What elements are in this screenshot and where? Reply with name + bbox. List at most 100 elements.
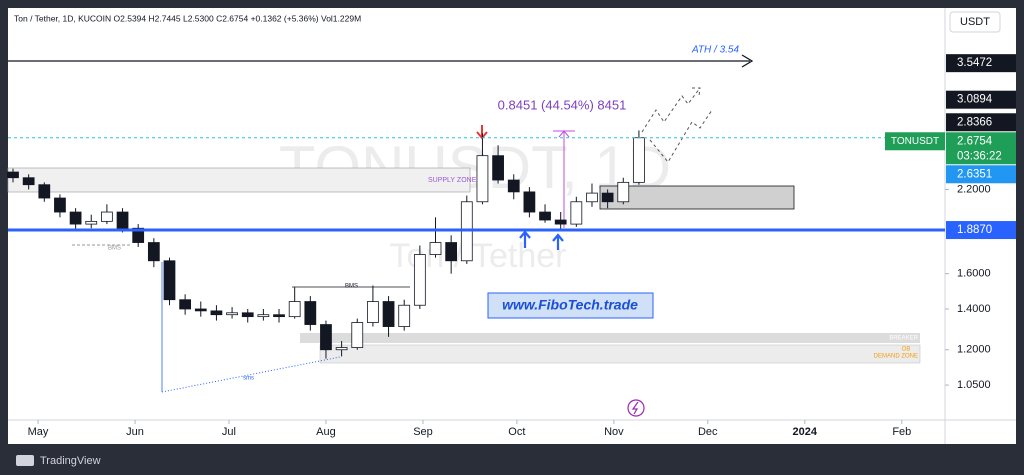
- candle-body: [445, 242, 458, 262]
- candle-body: [179, 299, 192, 310]
- candle-body: [194, 308, 207, 312]
- price-label: 2.8366: [957, 116, 992, 128]
- y-tick-label: 1.6000: [957, 268, 991, 280]
- price-label: 2.6351: [957, 168, 992, 180]
- supply-zone-box: [7, 167, 471, 193]
- y-tick-label: 2.2000: [957, 183, 991, 195]
- y-tick-label: 1.4000: [957, 303, 991, 315]
- chart-area: [8, 8, 1016, 444]
- candle-body: [147, 242, 160, 262]
- countdown: 03:36:22: [957, 150, 1002, 162]
- candle-body: [132, 227, 145, 243]
- measure-label: 0.8451 (44.54%) 8451: [498, 97, 627, 112]
- price-label-box: [946, 90, 1016, 109]
- price-label: 3.0894: [957, 94, 993, 106]
- candle-body: [210, 310, 223, 316]
- x-tick-label: Oct: [508, 426, 525, 438]
- candle-body: [413, 254, 426, 306]
- x-tick-label: Nov: [604, 426, 624, 438]
- y-tick-label: 1.0500: [957, 379, 991, 391]
- candle-body: [633, 137, 645, 183]
- demand-zone: [319, 344, 921, 364]
- price-label-box: [946, 132, 1016, 165]
- candle-body: [335, 347, 348, 351]
- price-label-box: [946, 54, 1016, 73]
- ath-arrow: [741, 54, 754, 68]
- price-label: 1.8870: [957, 224, 992, 236]
- candle-body: [320, 324, 332, 351]
- y-tick-label: 1.2000: [957, 344, 991, 356]
- footer-icon: [16, 455, 34, 466]
- candle-body: [22, 177, 35, 186]
- candle-body: [85, 220, 98, 225]
- candle-body: [38, 184, 51, 199]
- brand-box: [487, 292, 654, 319]
- price-label-box: [946, 221, 1016, 240]
- measure-arrow: [558, 130, 570, 138]
- candle-body: [163, 260, 176, 301]
- x-tick-label: Sep: [413, 426, 433, 438]
- candle-body: [351, 322, 364, 348]
- candle-body: [507, 179, 520, 193]
- candle-body: [554, 219, 567, 225]
- sms-line: [161, 356, 341, 393]
- up-arrow: [552, 233, 564, 250]
- symbol-label: TONUSDT: [891, 136, 939, 147]
- candle-body: [617, 181, 630, 203]
- event-icon[interactable]: [627, 399, 645, 417]
- candle-body: [367, 301, 379, 323]
- price-label-box: [946, 113, 1016, 132]
- event-icon-bolt: [631, 401, 639, 415]
- price-label: 3.5472: [957, 57, 992, 69]
- candle-body: [476, 155, 489, 203]
- candle-body: [288, 301, 301, 318]
- footer-logo: TradingView: [40, 455, 101, 467]
- sms-label: sms: [243, 376, 254, 382]
- ob-label: OB: [902, 347, 911, 353]
- currency-box[interactable]: [949, 11, 1001, 33]
- chart-title: Ton / Tether, 1D, KUCOIN O2.5394 H2.7445…: [14, 13, 361, 23]
- x-tick-label: Aug: [316, 426, 336, 438]
- projection-path: [649, 109, 713, 163]
- candle-body: [101, 211, 113, 222]
- currency-label: USDT: [960, 16, 990, 28]
- candle-body: [241, 312, 254, 318]
- price-label: 2.6754: [957, 135, 993, 147]
- candle-body: [257, 314, 270, 318]
- brand-label: www.FiboTech.trade: [502, 297, 638, 313]
- breaker-zone: [300, 333, 920, 343]
- x-tick-label: May: [28, 426, 49, 438]
- candle-body: [429, 242, 442, 255]
- x-tick-label: Jul: [222, 426, 236, 438]
- order-block-box: [599, 185, 795, 210]
- x-tick-label: Jun: [126, 426, 144, 438]
- candle-body: [54, 197, 66, 213]
- ath-label: ATH / 3.54: [691, 45, 739, 56]
- candle-body: [492, 155, 504, 181]
- bms-label: BMS: [345, 284, 358, 290]
- candle-body: [601, 192, 614, 203]
- x-tick-label: Feb: [892, 426, 911, 438]
- candle-body: [539, 211, 551, 221]
- candle-body: [226, 312, 238, 316]
- price-label-box: [946, 165, 1016, 184]
- supply-zone-label: SUPPLY ZONE: [428, 177, 477, 184]
- candle-body: [116, 211, 129, 229]
- candle-body: [586, 192, 598, 203]
- x-tick-label: Dec: [698, 426, 718, 438]
- x-tick-label: 2024: [793, 426, 818, 438]
- candle-body: [273, 314, 285, 318]
- bms-label: BMS: [108, 246, 121, 252]
- demand-zone-label: DEMAND ZONE: [874, 354, 918, 360]
- candle-body: [69, 211, 82, 225]
- candle-body: [7, 171, 19, 179]
- candle-body: [398, 304, 411, 327]
- breaker-label: BREAKER: [889, 336, 918, 342]
- candle-body: [304, 301, 317, 325]
- symbol-box: [885, 132, 945, 151]
- up-arrow: [519, 230, 531, 248]
- candle-body: [523, 191, 536, 213]
- projection-path: [641, 87, 701, 133]
